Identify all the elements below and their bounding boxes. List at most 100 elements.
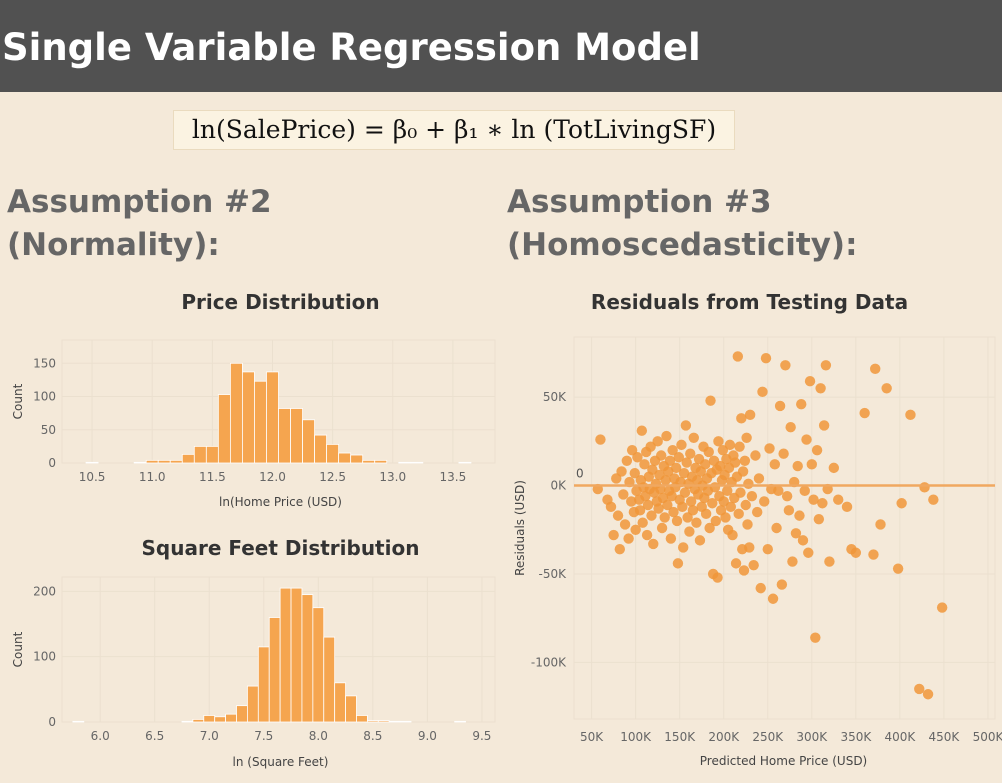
scatter-point bbox=[734, 441, 745, 452]
scatter-point bbox=[727, 529, 738, 541]
histogram-bar bbox=[374, 459, 388, 464]
scatter-point bbox=[637, 517, 648, 528]
y-tick-label: 100 bbox=[33, 650, 56, 664]
scatter-point bbox=[616, 466, 627, 477]
x-tick-label: 8.5 bbox=[363, 729, 382, 743]
scatter-point bbox=[892, 563, 904, 574]
x-tick-label: 6.0 bbox=[91, 729, 110, 743]
scatter-point bbox=[810, 632, 821, 643]
assumption-2-title: Assumption #2 (Normality): bbox=[7, 181, 272, 267]
histogram-bar bbox=[377, 720, 390, 723]
scatter-point bbox=[673, 452, 685, 463]
scatter-point bbox=[803, 547, 814, 558]
histogram-bar bbox=[145, 459, 159, 464]
scatter-point bbox=[881, 383, 892, 394]
histogram-bar bbox=[290, 408, 303, 464]
scatter-point bbox=[790, 528, 802, 539]
histogram-bar bbox=[314, 434, 328, 464]
scatter-point bbox=[739, 455, 751, 466]
y-tick-label: -100K bbox=[531, 655, 567, 669]
scatter-point bbox=[804, 376, 816, 387]
x-tick-label: 250K bbox=[752, 730, 784, 744]
scatter-point bbox=[744, 409, 756, 421]
scatter-point bbox=[660, 475, 671, 486]
x-tick-label: 9.0 bbox=[418, 729, 437, 743]
histogram-bar bbox=[334, 682, 346, 723]
y-tick-label: 0 bbox=[48, 715, 56, 729]
scatter-point bbox=[608, 529, 619, 541]
scatter-point bbox=[928, 494, 939, 505]
histogram-bar bbox=[192, 718, 205, 723]
scatter-point bbox=[611, 473, 622, 484]
y-tick-label: 0K bbox=[550, 479, 567, 493]
assumption-3-title: Assumption #3 (Homoscedasticity): bbox=[507, 181, 857, 267]
x-tick-label: 500K bbox=[973, 730, 1002, 744]
scatter-point bbox=[905, 409, 916, 421]
scatter-point bbox=[817, 498, 828, 509]
scatter-point bbox=[751, 506, 763, 518]
histogram-bar bbox=[157, 459, 171, 464]
histogram-bar bbox=[72, 720, 85, 723]
scatter-point bbox=[811, 444, 823, 456]
y-axis-label: Count bbox=[11, 631, 25, 667]
scatter-point bbox=[740, 499, 751, 511]
x-axis-label: ln(Home Price (USD) bbox=[219, 495, 342, 509]
histogram-bar bbox=[350, 454, 364, 464]
histogram-bar bbox=[257, 646, 270, 723]
scatter-point bbox=[806, 459, 818, 470]
scatter-point bbox=[792, 460, 803, 472]
histogram-bar bbox=[225, 713, 237, 723]
scatter-point bbox=[656, 522, 668, 534]
assumption-3-line1: Assumption #3 bbox=[507, 184, 772, 220]
scatter-point bbox=[647, 464, 658, 475]
scatter-point bbox=[776, 579, 788, 590]
scatter-point bbox=[764, 443, 775, 454]
scatter-point bbox=[636, 425, 648, 436]
scatter-point bbox=[742, 519, 753, 530]
scatter-point bbox=[722, 485, 733, 497]
scatter-point bbox=[743, 478, 754, 489]
histogram-bar bbox=[133, 461, 147, 464]
y-tick-label: 50K bbox=[543, 390, 567, 404]
chart-title: Residuals from Testing Data bbox=[591, 290, 908, 314]
scatter-point bbox=[595, 434, 606, 445]
scatter-point bbox=[774, 400, 786, 412]
scatter-point bbox=[730, 558, 742, 569]
scatter-point bbox=[769, 459, 781, 470]
scatter-point bbox=[868, 549, 879, 560]
scatter-point bbox=[645, 441, 656, 452]
scatter-point bbox=[783, 505, 795, 516]
scatter-point bbox=[648, 538, 659, 550]
histogram-bar bbox=[242, 371, 255, 464]
scatter-point bbox=[936, 602, 948, 613]
histogram-bar bbox=[458, 461, 472, 464]
x-tick-label: 100K bbox=[620, 730, 652, 744]
x-tick-label: 150K bbox=[664, 730, 696, 744]
scatter-point bbox=[707, 498, 718, 509]
assumption-2-line1: Assumption #2 bbox=[7, 184, 272, 220]
scatter-point bbox=[646, 510, 657, 521]
scatter-point bbox=[914, 683, 925, 695]
scatter-point bbox=[828, 462, 840, 474]
histogram-bar bbox=[312, 607, 325, 723]
scatter-point bbox=[922, 689, 934, 700]
scatter-point bbox=[824, 556, 835, 567]
scatter-point bbox=[896, 498, 907, 509]
scatter-point bbox=[755, 582, 766, 594]
histogram-bar bbox=[217, 394, 231, 464]
scatter-point bbox=[713, 436, 724, 447]
x-tick-label: 300K bbox=[796, 730, 828, 744]
x-tick-label: 13.5 bbox=[440, 470, 467, 484]
scatter-point bbox=[685, 496, 697, 507]
scatter-point bbox=[663, 466, 674, 477]
scatter-point bbox=[661, 430, 672, 442]
histogram-bar bbox=[266, 371, 279, 464]
scatter-point bbox=[733, 508, 744, 520]
scatter-point bbox=[718, 496, 729, 507]
chart-title: Price Distribution bbox=[181, 290, 379, 314]
scatter-point bbox=[653, 503, 664, 514]
scatter-point bbox=[744, 542, 755, 553]
assumption-2-line2: (Normality): bbox=[7, 227, 220, 263]
scatter-point bbox=[621, 455, 633, 466]
scatter-point bbox=[684, 526, 695, 537]
